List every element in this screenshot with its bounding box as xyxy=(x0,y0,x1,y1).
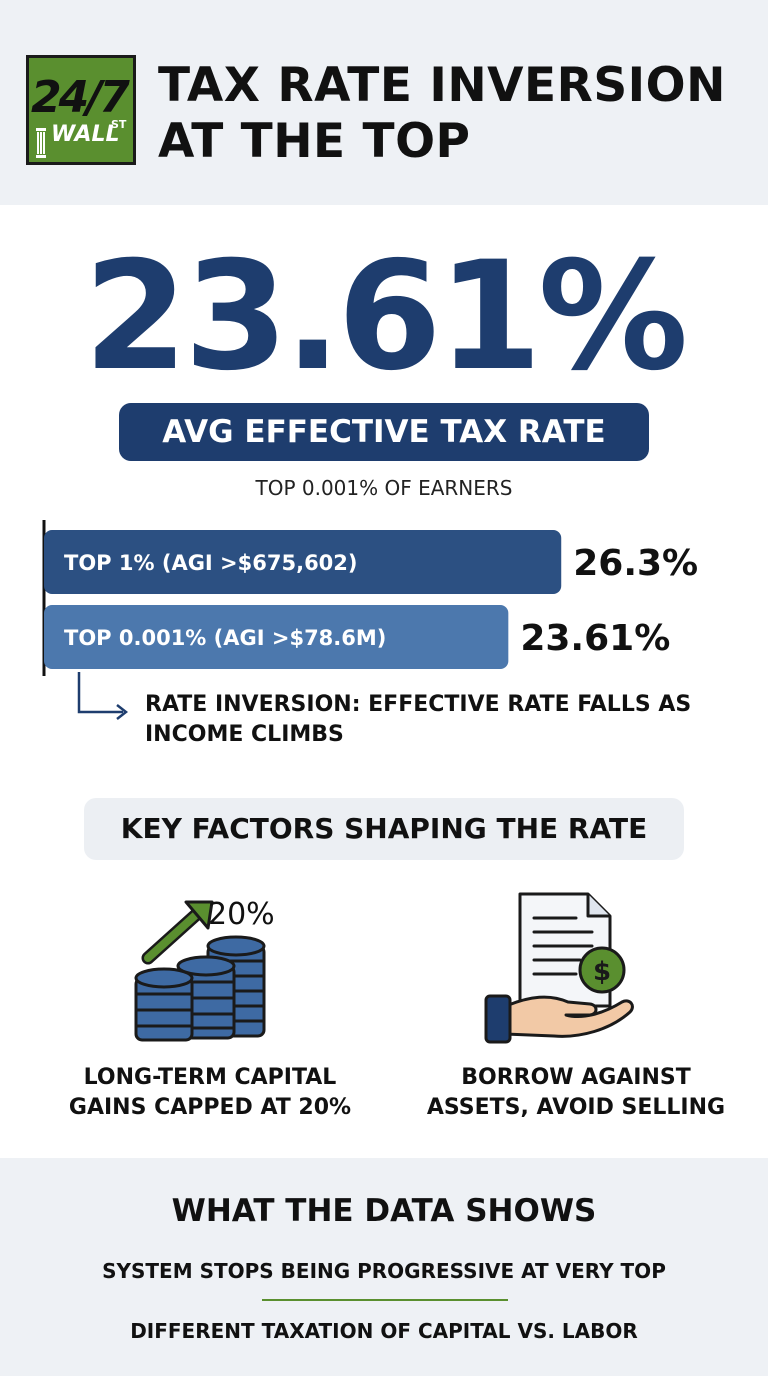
bar-value-2: 23.61% xyxy=(520,618,670,659)
svg-text:$: $ xyxy=(593,957,611,987)
footer-panel xyxy=(0,1158,768,1376)
bar-label-1: TOP 1% (AGI >$675,602) xyxy=(64,551,358,575)
bar-2 xyxy=(44,605,509,669)
factor-2-line-1: BORROW AGAINST xyxy=(461,1065,691,1090)
factor-1-line-2: GAINS CAPPED AT 20% xyxy=(68,1095,352,1120)
title-line-1: TAX RATE INVERSION xyxy=(158,58,726,113)
logo: 24/7 WALL ST xyxy=(26,55,136,165)
hand-document-dollar-icon: $ xyxy=(484,892,634,1044)
bars-group: TOP 1% (AGI >$675,602) 26.3% TOP 0.001% (A… xyxy=(44,530,698,669)
bar-1 xyxy=(44,530,562,594)
annotation-arrowhead xyxy=(116,704,129,720)
bar-label-2: TOP 0.001% (AGI >$78.6M) xyxy=(64,626,386,650)
coins-arrow-icon: 20% xyxy=(134,897,275,1042)
footer-divider xyxy=(262,1299,508,1301)
logo-st: ST xyxy=(111,118,127,131)
hero-pill: AVG EFFECTIVE TAX RATE xyxy=(119,403,649,461)
hero-subtitle: TOP 0.001% OF EARNERS xyxy=(255,476,513,500)
factor-borrow: BORROW AGAINST ASSETS, AVOID SELLING xyxy=(406,1063,746,1123)
footer-title: WHAT THE DATA SHOWS xyxy=(171,1193,597,1229)
factor-1-line-1: LONG-TERM CAPITAL xyxy=(83,1065,337,1090)
rate-inversion-note: RATE INVERSION: EFFECTIVE RATE FALLS AS … xyxy=(145,692,692,747)
column-icon xyxy=(36,128,46,158)
title-line-2: AT THE TOP xyxy=(158,114,471,169)
factors-section-title: KEY FACTORS SHAPING THE RATE xyxy=(84,798,684,860)
annotation-arrow-icon xyxy=(77,672,123,714)
hero-number: 23.61% xyxy=(83,230,689,404)
bar-chart: TOP 1% (AGI >$675,602) 26.3% TOP 0.001% (A… xyxy=(42,520,698,720)
coins-label: 20% xyxy=(208,897,275,932)
logo-number: 24/7 xyxy=(31,72,130,123)
factor-2-line-2: ASSETS, AVOID SELLING xyxy=(426,1095,726,1120)
page-title: TAX RATE INVERSION AT THE TOP xyxy=(158,58,758,170)
footer-point-2: DIFFERENT TAXATION OF CAPITAL VS. LABOR xyxy=(130,1319,638,1343)
bar-value-1: 26.3% xyxy=(573,543,698,584)
footer-point-1: SYSTEM STOPS BEING PROGRESSIVE AT VERY T… xyxy=(102,1259,666,1283)
logo-wall: WALL xyxy=(51,122,120,147)
factor-capital-gains: LONG-TERM CAPITAL GAINS CAPPED AT 20% xyxy=(40,1063,380,1123)
